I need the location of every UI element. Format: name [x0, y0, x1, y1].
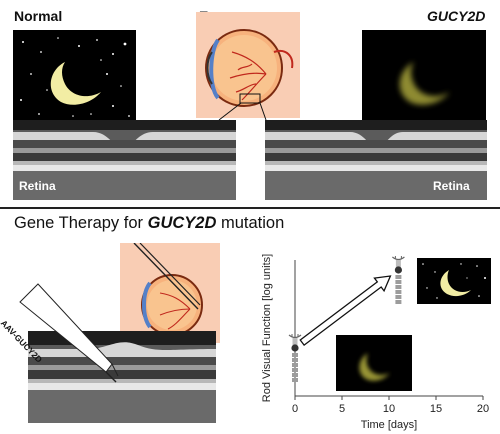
retinal-vessels — [229, 51, 267, 101]
section-title-prefix: Gene Therapy for — [14, 214, 148, 232]
x-tick-label: 20 — [477, 403, 489, 415]
chart-layer: 0 5 10 15 20 Time [days] Rod Visual Function [… — [261, 254, 489, 431]
improvement-arrow — [299, 275, 392, 347]
x-tick-label: 15 — [430, 403, 442, 415]
faint-moon — [399, 62, 450, 105]
retina-scan-injection — [28, 331, 216, 423]
section-divider — [0, 207, 500, 209]
data-point-before — [288, 334, 302, 382]
gene-label: GUCY2D — [427, 8, 486, 24]
section-title-suffix: mutation — [216, 214, 285, 232]
data-point-after — [392, 256, 405, 304]
retina-label-right: Retina — [433, 179, 470, 193]
retina-scan-gucy2d: Retina — [265, 120, 487, 200]
retina-label-left: Retina — [19, 179, 56, 193]
inset-faint-moon — [359, 353, 390, 381]
rod-function-chart: 0 5 10 15 20 Time [days] Rod Visual Function [… — [261, 254, 489, 431]
inset-before-night-sky — [336, 335, 412, 391]
normal-night-sky — [13, 30, 136, 122]
zoom-lines — [218, 102, 267, 121]
y-axis-label: Rod Visual Function [log units] — [261, 254, 273, 402]
inset-bright-moon — [440, 270, 471, 297]
injection-eye — [120, 243, 220, 343]
inset-after-night-sky — [417, 258, 491, 304]
gucy2d-night-sky — [362, 30, 486, 122]
x-tick-label: 0 — [292, 403, 298, 415]
stars — [20, 37, 130, 117]
eye-illustration — [196, 12, 300, 118]
x-axis-label: Time [days] — [361, 419, 417, 431]
retina-scan-normal: Retina — [13, 120, 236, 200]
bright-moon — [50, 62, 101, 105]
x-tick-label: 10 — [383, 403, 395, 415]
x-tick-label: 5 — [339, 403, 345, 415]
normal-label: Normal — [14, 8, 63, 24]
injection-needle — [19, 283, 119, 383]
section-title: Gene Therapy for GUCY2D mutation — [14, 214, 284, 233]
section-title-gene: GUCY2D — [147, 214, 217, 232]
